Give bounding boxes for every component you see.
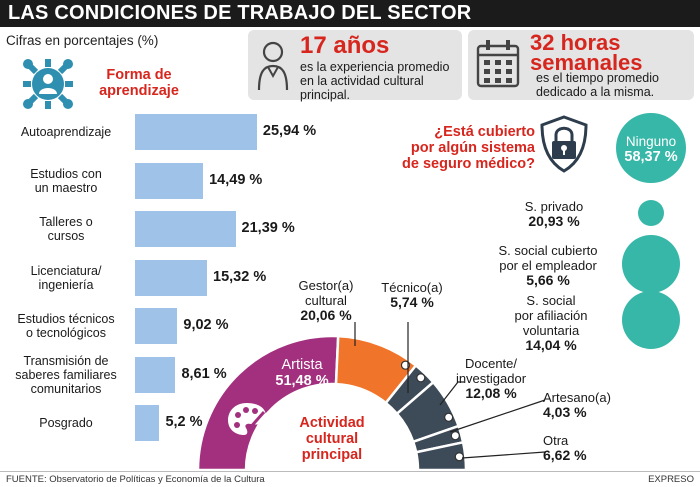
slice-label: Gestor(a) cultural 20,06 % [281,278,371,323]
footer-source: FUENTE: Observatorio de Políticas y Econ… [6,474,265,485]
slice-label: Artista 51,48 % [262,357,342,389]
footer-brand: EXPRESO [648,474,694,485]
slice-label: Técnico(a) 5,74 % [372,280,452,310]
slice-marker [455,453,463,461]
slice-marker [417,374,425,382]
activity-chart-title: Actividad cultural principal [292,415,372,463]
slice-label: Docente/investigador 12,08 % [446,356,536,401]
leader-line [450,400,545,432]
palette-icon [226,400,268,438]
slice-marker [445,413,453,421]
slice-label: Artesano(a) 4,03 % [543,390,633,420]
slice-marker [451,432,459,440]
slice-label: Otra 6,62 % [543,433,633,463]
leader-line [462,452,545,458]
footer-divider [0,471,700,472]
